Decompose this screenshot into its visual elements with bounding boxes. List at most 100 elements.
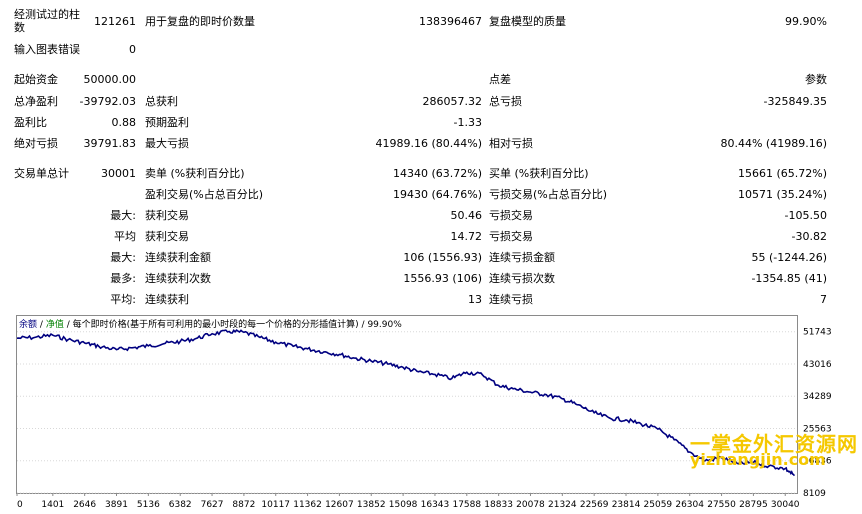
ticks-value: 138396467 — [419, 15, 482, 28]
chart-legend: 余额 / 净值 / 每个即时价格(基于所有可利用的最小时段的每一个价格的分形插值… — [19, 317, 402, 330]
x-tick-label: 27550 — [707, 500, 736, 510]
average-prefix: 平均 — [114, 230, 136, 243]
x-tick-label: 5136 — [137, 500, 160, 510]
profit-factor-value: 0.88 — [111, 116, 137, 129]
legend-quality: 99.90% — [367, 320, 402, 330]
gross-loss-value: -325849.35 — [763, 95, 827, 108]
x-tick-label: 11362 — [293, 500, 322, 510]
x-tick-label: 21324 — [548, 500, 577, 510]
backtest-report: 经测试过的柱数 121261 用于复盘的即时价数量 138396467 复盘模型… — [14, 8, 827, 306]
watermark-title: 一掌金外汇资源网 — [690, 432, 858, 456]
maximal-prefix: 最多: — [110, 272, 136, 285]
profit-trades-label: 盈利交易(%占总百分比) — [145, 188, 264, 201]
total-trades-value: 30001 — [101, 167, 136, 180]
max-drawdown-label: 最大亏损 — [145, 137, 189, 150]
expected-payoff-value: -1.33 — [453, 116, 482, 129]
spread-label: 点差 — [489, 73, 511, 86]
profit-trades-value: 19430 (64.76%) — [392, 188, 482, 201]
short-label: 卖单 (%获利百分比) — [145, 167, 245, 180]
x-tick-label: 23814 — [612, 500, 641, 510]
quality-label: 复盘模型的质量 — [489, 15, 566, 28]
y-tick-label: 25563 — [803, 424, 832, 434]
x-tick-label: 7627 — [201, 500, 224, 510]
x-tick-label: 17588 — [452, 500, 481, 510]
average-profit-label: 获利交易 — [145, 230, 189, 243]
legend-sep-2: / — [66, 320, 70, 330]
x-tick-label: 26304 — [675, 500, 704, 510]
ticks-label: 用于复盘的即时价数量 — [145, 15, 255, 28]
maximal-profit-value: 1556.93 (106) — [403, 272, 482, 285]
average-profit-value: 14.72 — [450, 230, 483, 243]
y-tick-label: 8109 — [803, 489, 826, 499]
long-label: 买单 (%获利百分比) — [489, 167, 589, 180]
max-consec-prefix: 最大: — [110, 251, 136, 264]
x-tick-label: 8872 — [232, 500, 255, 510]
x-tick-label: 15098 — [389, 500, 418, 510]
y-tick-label: 43016 — [803, 360, 832, 370]
legend-sep-3: / — [361, 320, 365, 330]
x-tick-label: 18833 — [484, 500, 513, 510]
avg-consec-prefix: 平均: — [110, 293, 136, 306]
maximal-profit-label: 连续获利次数 — [145, 272, 211, 285]
legend-sep-1: / — [39, 320, 43, 330]
spread-value: 参数 — [805, 73, 827, 86]
average-loss-value: -30.82 — [791, 230, 827, 243]
net-profit-label: 总净盈利 — [14, 95, 58, 108]
maximal-loss-label: 连续亏损次数 — [489, 272, 555, 285]
max-drawdown-value: 41989.16 (80.44%) — [375, 137, 482, 150]
balance-chart: 余额 / 净值 / 每个即时价格(基于所有可利用的最小时段的每一个价格的分形插值… — [12, 313, 850, 511]
quality-value: 99.90% — [785, 15, 827, 28]
maximal-loss-value: -1354.85 (41) — [751, 272, 827, 285]
y-tick-label: 51743 — [803, 328, 832, 338]
legend-tick-label: 每个即时价格(基于所有可利用的最小时段的每一个价格的分形插值计算) — [72, 320, 359, 330]
y-tick-label: 16836 — [803, 457, 832, 467]
x-tick-label: 25059 — [644, 500, 673, 510]
rel-drawdown-label: 相对亏损 — [489, 137, 533, 150]
expected-payoff-label: 预期盈利 — [145, 116, 189, 129]
x-tick-label: 28795 — [739, 500, 768, 510]
chart-svg: 51743 43016 34289 25563 16836 8109 0 1401 2646 38… — [16, 328, 832, 510]
y-tick-label: 34289 — [803, 392, 832, 402]
max-consec-losses-value: 55 (-1244.26) — [751, 251, 827, 264]
avg-consec-losses-label: 连续亏损 — [489, 293, 533, 306]
loss-trades-label: 亏损交易(%占总百分比) — [489, 188, 608, 201]
gross-profit-label: 总获利 — [145, 95, 178, 108]
profit-factor-label: 盈利比 — [14, 116, 47, 129]
short-value: 14340 (63.72%) — [392, 167, 482, 180]
x-tick-label: 1401 — [41, 500, 64, 510]
x-tick-label: 6382 — [169, 500, 192, 510]
max-consec-wins-value: 106 (1556.93) — [403, 251, 482, 264]
legend-equity: 净值 — [45, 320, 64, 330]
bars-value: 121261 — [94, 15, 136, 28]
deposit-label: 起始资金 — [14, 73, 58, 86]
legend-balance: 余额 — [19, 320, 38, 330]
loss-trades-value: 10571 (35.24%) — [737, 188, 827, 201]
x-tick-label: 0 — [17, 500, 23, 510]
x-tick-label: 10117 — [261, 500, 290, 510]
avg-consec-losses-value: 7 — [820, 293, 827, 306]
largest-profit-label: 获利交易 — [145, 209, 189, 222]
mismatch-value: 0 — [129, 43, 136, 56]
largest-prefix: 最大: — [110, 209, 136, 222]
abs-drawdown-label: 绝对亏损 — [14, 137, 58, 150]
x-tick-label: 12607 — [325, 500, 354, 510]
watermark-url: yizhangjin.com — [690, 450, 826, 469]
largest-loss-value: -105.50 — [784, 209, 827, 222]
avg-consec-wins-label: 连续获利 — [145, 293, 189, 306]
x-tick-label: 16343 — [421, 500, 450, 510]
x-tick-label: 30040 — [771, 500, 800, 510]
gross-loss-label: 总亏损 — [489, 95, 522, 108]
max-consec-losses-label: 连续亏损金额 — [489, 251, 555, 264]
abs-drawdown-value: 39791.83 — [83, 137, 137, 150]
x-tick-label: 3891 — [105, 500, 128, 510]
x-tick-label: 22569 — [580, 500, 609, 510]
mismatch-label: 输入图表错误 — [14, 43, 80, 56]
gross-profit-value: 286057.32 — [422, 95, 483, 108]
deposit-value: 50000.00 — [83, 73, 137, 86]
bars-label: 经测试过的柱数 — [14, 8, 80, 34]
net-profit-value: -39792.03 — [79, 95, 136, 108]
avg-consec-wins-value: 13 — [468, 293, 482, 306]
long-value: 15661 (65.72%) — [737, 167, 827, 180]
x-tick-label: 20078 — [516, 500, 545, 510]
x-tick-label: 2646 — [73, 500, 96, 510]
